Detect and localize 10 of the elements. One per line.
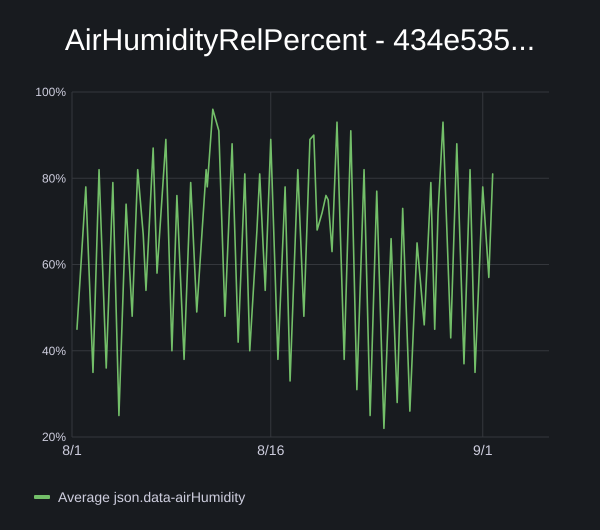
y-tick-label: 80%	[42, 171, 66, 186]
y-tick-label: 40%	[42, 344, 66, 358]
legend-label: Average json.data-airHumidity	[58, 488, 246, 505]
x-tick-label: 8/16	[257, 442, 285, 458]
y-tick-label: 20%	[42, 430, 66, 444]
x-tick-label: 8/1	[62, 442, 82, 458]
y-tick-label: 100%	[35, 85, 66, 100]
chart-title: AirHumidityRelPercent - 434e535...	[64, 24, 536, 57]
x-tick-label: 9/1	[473, 442, 493, 458]
y-tick-label: 60%	[42, 258, 66, 272]
